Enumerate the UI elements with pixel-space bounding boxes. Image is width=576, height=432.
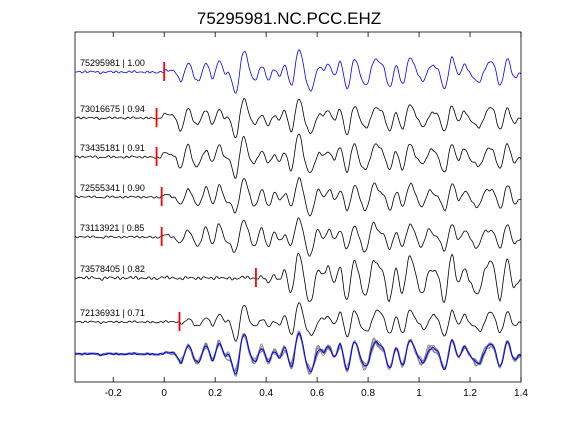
trace-label-73113921: 73113921 | 0.85	[80, 223, 144, 233]
x-tick-label: 1.2	[463, 388, 477, 399]
stack-trace-reference	[74, 332, 522, 375]
trace-label-73435181: 73435181 | 0.91	[80, 143, 145, 153]
x-tick-label: -0.2	[105, 388, 123, 399]
x-tick-label: 0.8	[361, 388, 375, 399]
trace-label-73578405: 73578405 | 0.82	[80, 264, 145, 274]
trace-line-72136931	[74, 302, 522, 342]
trace-line-73016675	[75, 97, 522, 139]
trace-line-73578405	[74, 252, 522, 304]
stack-trace-73435181	[74, 330, 522, 376]
x-axis: -0.2 0 0.2 0.4 0.6 0.8 1 1.2 1.4	[105, 32, 528, 399]
trace-line-72555341	[74, 176, 522, 217]
x-tick-label: 0	[161, 388, 167, 399]
pick-markers	[155, 62, 257, 331]
x-tick-label: 1.4	[514, 388, 528, 399]
x-tick-label: 1	[416, 388, 422, 399]
trace-label-72555341: 72555341 | 0.90	[80, 183, 145, 193]
trace-line-73435181	[74, 133, 522, 179]
trace-label-75295981: 75295981 | 1.00	[80, 58, 145, 68]
chart-title: 75295981.NC.PCC.EHZ	[197, 9, 381, 28]
trace-label-72136931: 72136931 | 0.71	[80, 308, 145, 318]
stack-trace-73578405	[74, 333, 521, 373]
x-tick-label: 0.6	[310, 388, 324, 399]
trace-labels: 75295981 | 1.00 73016675 | 0.94 73435181 |…	[80, 58, 145, 318]
stack-overlay	[74, 330, 522, 378]
x-tick-label: 0.2	[208, 388, 222, 399]
trace-line-73113921	[74, 217, 522, 257]
plot-area-frame	[74, 31, 522, 383]
trace-line-75295981	[74, 49, 522, 94]
traces-layer	[74, 49, 522, 342]
x-tick-label: 0.4	[259, 388, 273, 399]
trace-label-73016675: 73016675 | 0.94	[80, 104, 145, 114]
